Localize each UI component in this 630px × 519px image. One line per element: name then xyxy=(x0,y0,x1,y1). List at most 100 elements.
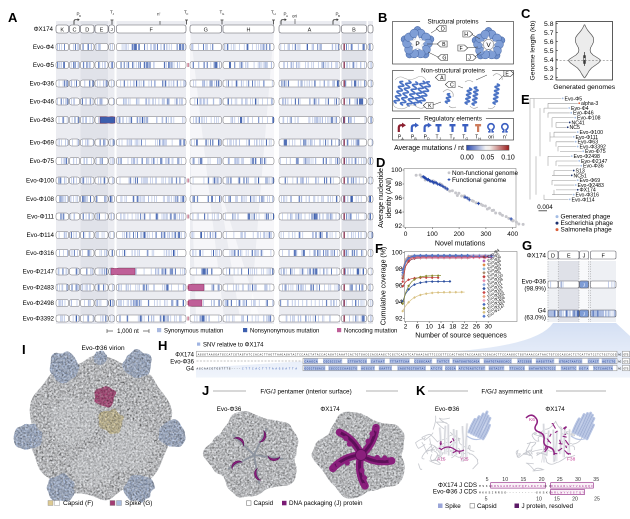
svg-text:D: D xyxy=(85,27,89,33)
svg-text:200: 200 xyxy=(454,231,465,238)
svg-text:Number of source sequences: Number of source sequences xyxy=(415,333,507,340)
svg-text:KRSGARPGRPQPLRGTKG: KRSGARPGRPQPLRGTKG xyxy=(491,485,545,488)
svg-text:CGACT: CGACT xyxy=(588,361,599,364)
svg-text:ΦX174: ΦX174 xyxy=(580,188,596,194)
svg-text:Y25: Y25 xyxy=(460,457,469,463)
svg-text:Evo-Φ36: Evo-Φ36 xyxy=(29,81,54,88)
svg-text:(98.9%): (98.9%) xyxy=(524,286,546,293)
svg-text:K: K xyxy=(428,104,432,110)
svg-text:14: 14 xyxy=(437,324,445,331)
svg-text:DNA packaging (J) protein: DNA packaging (J) protein xyxy=(289,500,363,507)
svg-text:H: H xyxy=(158,338,167,353)
svg-text:ori: ori xyxy=(488,135,494,141)
svg-text:A15: A15 xyxy=(437,457,446,463)
svg-text:Capsid: Capsid xyxy=(254,500,274,507)
svg-text:F/G/J pentamer (interior surfa: F/G/J pentamer (interior surface) xyxy=(260,389,351,396)
svg-text:Spike (G): Spike (G) xyxy=(125,500,152,507)
svg-text:Evo-Φ69: Evo-Φ69 xyxy=(29,140,54,147)
svg-text:10: 10 xyxy=(426,324,434,331)
svg-text:0.10: 0.10 xyxy=(501,155,515,162)
svg-text:Regulatory elements: Regulatory elements xyxy=(424,116,482,123)
svg-text:Evo-Φ36 virion: Evo-Φ36 virion xyxy=(81,345,125,352)
svg-text:25: 25 xyxy=(557,477,563,483)
svg-text:Evo-Φ4: Evo-Φ4 xyxy=(571,106,589,112)
svg-text:ATCTG: ATCTG xyxy=(431,368,443,371)
svg-text:P: P xyxy=(415,41,419,48)
svg-text:Novel mutations: Novel mutations xyxy=(435,241,486,248)
svg-text:n': n' xyxy=(503,135,507,141)
svg-text:GTG: GTG xyxy=(624,361,629,364)
svg-text:T: T xyxy=(475,135,478,141)
svg-text:Evo-Φ108: Evo-Φ108 xyxy=(577,116,601,122)
svg-text:T: T xyxy=(449,135,452,141)
svg-text:CCGGCAAT: CCGGCAAT xyxy=(415,361,433,364)
svg-text:SNV relative to ΦX174: SNV relative to ΦX174 xyxy=(203,342,264,348)
svg-text:96: 96 xyxy=(395,283,403,290)
svg-text:D: D xyxy=(79,14,82,18)
svg-text:Evo-Φ63: Evo-Φ63 xyxy=(578,140,599,146)
svg-text:NC5: NC5 xyxy=(570,125,580,131)
svg-text:G: G xyxy=(465,137,468,141)
svg-text:Evo-Φ5: Evo-Φ5 xyxy=(33,62,55,69)
svg-text:F: F xyxy=(187,12,189,16)
svg-text:A: A xyxy=(401,137,404,141)
svg-text:5: 5 xyxy=(485,497,488,503)
svg-text:Generated phage: Generated phage xyxy=(561,214,611,221)
svg-text:5.3: 5.3 xyxy=(544,66,554,73)
svg-text:GTG: GTG xyxy=(624,368,629,371)
svg-text:Evo-Φ2498: Evo-Φ2498 xyxy=(23,300,55,307)
svg-text:CAAGCA: CAAGCA xyxy=(305,361,318,364)
svg-text:Evo-Φ100: Evo-Φ100 xyxy=(580,130,604,136)
svg-text:AGGCGT: AGGCGT xyxy=(361,368,374,371)
svg-text:MKKSIRRSG: MKKSIRRSG xyxy=(479,492,506,495)
svg-text:0.00: 0.00 xyxy=(460,155,474,162)
svg-text:J: J xyxy=(113,12,115,16)
svg-text:5.4: 5.4 xyxy=(544,57,554,64)
svg-text:NC41: NC41 xyxy=(572,120,585,126)
svg-text:J: J xyxy=(111,27,113,32)
svg-text:P: P xyxy=(77,12,80,17)
svg-text:5.6: 5.6 xyxy=(544,39,554,46)
svg-text:15: 15 xyxy=(554,497,560,503)
svg-text:G: G xyxy=(204,27,208,33)
svg-text:P: P xyxy=(336,12,339,17)
svg-text:Genome length (kb): Genome length (kb) xyxy=(530,20,537,80)
svg-text:F38: F38 xyxy=(567,457,576,463)
svg-text:Evo-Φ100: Evo-Φ100 xyxy=(26,178,55,185)
svg-text:alpha-3: alpha-3 xyxy=(581,101,598,107)
svg-text:F/G/J asymmetric unit: F/G/J asymmetric unit xyxy=(481,389,542,396)
svg-text:Non-structural proteins: Non-structural proteins xyxy=(421,68,485,75)
svg-text:J: J xyxy=(583,312,585,317)
svg-text:20: 20 xyxy=(539,477,545,483)
svg-text:GTG: GTG xyxy=(624,354,629,357)
svg-text:Evo-Φ36: Evo-Φ36 xyxy=(217,406,242,413)
svg-text:F: F xyxy=(150,27,154,33)
svg-text:GGTACTT: GGTACTT xyxy=(489,368,504,371)
svg-text:n': n' xyxy=(157,12,161,17)
svg-text:T: T xyxy=(435,135,438,141)
svg-text:B: B xyxy=(338,14,340,18)
svg-text:AG: AG xyxy=(618,368,622,371)
svg-text:AG: AG xyxy=(618,354,622,357)
svg-text:B: B xyxy=(352,27,356,33)
svg-text:35: 35 xyxy=(593,477,599,483)
svg-text:F: F xyxy=(375,241,383,256)
svg-text:S13: S13 xyxy=(576,168,585,174)
svg-text:G: G xyxy=(522,238,532,253)
svg-text:D: D xyxy=(376,155,385,170)
svg-text:Evo-Φ63: Evo-Φ63 xyxy=(29,117,54,124)
svg-text:V: V xyxy=(486,42,491,49)
svg-text:TAGGTTC: TAGGTTC xyxy=(561,368,576,371)
svg-text:1,000 nt: 1,000 nt xyxy=(117,329,139,335)
svg-text:10: 10 xyxy=(536,497,542,503)
svg-text:GAATTC: GAATTC xyxy=(379,368,392,371)
svg-text:E: E xyxy=(567,253,571,259)
svg-text:A: A xyxy=(440,76,444,82)
svg-text:E: E xyxy=(521,92,530,107)
svg-text:Capsid (F): Capsid (F) xyxy=(63,500,93,507)
svg-text:300: 300 xyxy=(480,231,491,238)
svg-text:B: B xyxy=(378,10,387,25)
svg-text:ΦX174: ΦX174 xyxy=(320,406,340,413)
svg-text:A: A xyxy=(8,10,18,25)
svg-text:94: 94 xyxy=(395,299,403,306)
